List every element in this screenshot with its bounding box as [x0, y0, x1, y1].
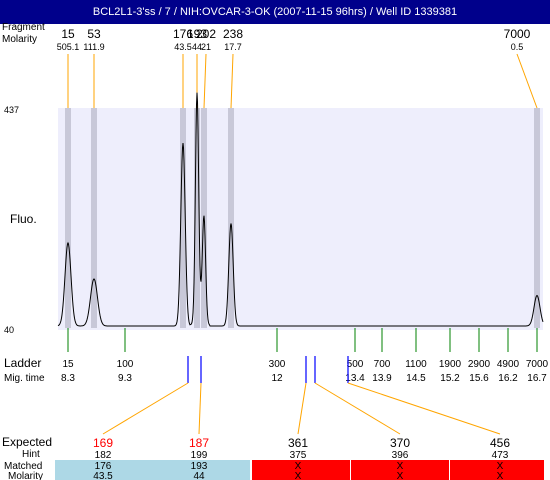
matched-value: 193 — [191, 461, 208, 472]
expected-connector — [102, 382, 189, 435]
peak-molarity: 43.5 — [174, 42, 192, 52]
ladder-mig-time: 16.7 — [527, 373, 547, 384]
peak-band — [534, 108, 540, 328]
expected-connector — [297, 382, 307, 435]
peak-connector — [203, 53, 207, 109]
ladder-bp: 7000 — [526, 359, 549, 370]
peak-size: 238 — [223, 27, 243, 41]
hint-label: Hint — [22, 449, 40, 460]
ladder-bp: 2900 — [468, 359, 491, 370]
peak-connector — [230, 53, 234, 109]
hint-value: 199 — [191, 450, 208, 461]
expected-value: 361 — [288, 436, 308, 450]
ladder-mig-time: 13.4 — [345, 373, 365, 384]
fluorescence-trace — [57, 92, 544, 327]
peak-molarity: 0.5 — [511, 42, 524, 52]
hint-value: 182 — [95, 450, 112, 461]
matched-value: X — [397, 461, 404, 472]
peak-molarity: 505.1 — [57, 42, 80, 52]
molarity-row-label: Molarity — [8, 471, 43, 480]
expected-connector — [347, 382, 501, 435]
hint-value: 396 — [392, 450, 409, 461]
y-max-tick: 437 — [4, 105, 19, 115]
matched-value: X — [497, 461, 504, 472]
molarity-value: X — [497, 471, 504, 480]
matched-cell — [252, 460, 350, 480]
ladder-bp: 4900 — [497, 359, 520, 370]
y-min-tick: 40 — [4, 325, 14, 335]
ladder-ticks: 15 8.3 100 9.3 300 12 500 13.4 700 13.9 1100 14.5 19… — [61, 328, 549, 384]
expected-value: 169 — [93, 436, 113, 450]
expected-value: 370 — [390, 436, 410, 450]
ladder-bp: 700 — [374, 359, 391, 370]
matched-cell — [55, 460, 153, 480]
peak-molarity: 17.7 — [224, 42, 242, 52]
matched-cell — [152, 460, 250, 480]
ladder-mig-time: 12 — [271, 373, 283, 384]
ladder-label: Ladder — [4, 356, 41, 370]
molarity-value: X — [295, 471, 302, 480]
peak-size: 53 — [87, 27, 101, 41]
peak-band — [65, 108, 71, 328]
peak-connector — [516, 53, 538, 109]
fragment-header: Fragment — [2, 22, 45, 33]
peak-molarity: 111.9 — [83, 42, 104, 52]
ladder-bp: 15 — [62, 359, 74, 370]
expected-markers — [187, 356, 349, 383]
ladder-bp: 100 — [117, 359, 134, 370]
molarity-header: Molarity — [2, 34, 37, 45]
peak-size: 7000 — [504, 27, 531, 41]
peak-size: 193 — [187, 27, 207, 41]
expected-value: 187 — [189, 436, 209, 450]
chart-title: BCL2L1-3'ss / 7 / NIH:OVCAR-3-OK (2007-1… — [0, 0, 550, 24]
expected-table: 16918217643.518719919344361375XX370396XX… — [55, 436, 544, 480]
peak-band — [194, 108, 200, 328]
ladder-bp: 1900 — [439, 359, 462, 370]
matched-label: Matched — [4, 461, 42, 472]
peak-size: 15 — [61, 27, 75, 41]
ladder-mig-time: 14.5 — [406, 373, 426, 384]
expected-connector-lines — [102, 382, 501, 435]
expected-connector — [198, 382, 202, 435]
peak-molarity: 44 — [192, 42, 202, 52]
peak-band — [180, 108, 186, 328]
matched-value: 176 — [95, 461, 112, 472]
peak-band — [228, 108, 234, 328]
matched-cell — [351, 460, 449, 480]
expected-value: 456 — [490, 436, 510, 450]
ladder-mig-time: 13.9 — [372, 373, 392, 384]
ladder-mig-time: 15.2 — [440, 373, 460, 384]
expected-connector — [314, 382, 401, 435]
peak-molarity: 21 — [201, 42, 211, 52]
ladder-mig-time: 8.3 — [61, 373, 75, 384]
hint-value: 473 — [492, 450, 509, 461]
peak-size: 202 — [196, 27, 216, 41]
ladder-mig-time: 16.2 — [498, 373, 518, 384]
expected-label: Expected — [2, 435, 52, 449]
plot-area — [58, 108, 543, 330]
peak-band — [91, 108, 97, 328]
molarity-value: X — [397, 471, 404, 480]
ladder-mig-time: 15.6 — [469, 373, 489, 384]
matched-cell — [450, 460, 544, 480]
ladder-bp: 500 — [347, 359, 364, 370]
hint-value: 375 — [290, 450, 307, 461]
peak-size: 176 — [173, 27, 193, 41]
ladder-bp: 1100 — [405, 359, 427, 370]
matched-value: X — [295, 461, 302, 472]
ladder-mig-time: 9.3 — [118, 373, 132, 384]
y-axis-label: Fluo. — [10, 212, 37, 226]
mig-time-label: Mig. time — [4, 373, 45, 384]
molarity-value: 44 — [193, 471, 205, 480]
ladder-bp: 300 — [269, 359, 286, 370]
peak-connector-lines — [67, 53, 538, 109]
molarity-value: 43.5 — [93, 471, 113, 480]
